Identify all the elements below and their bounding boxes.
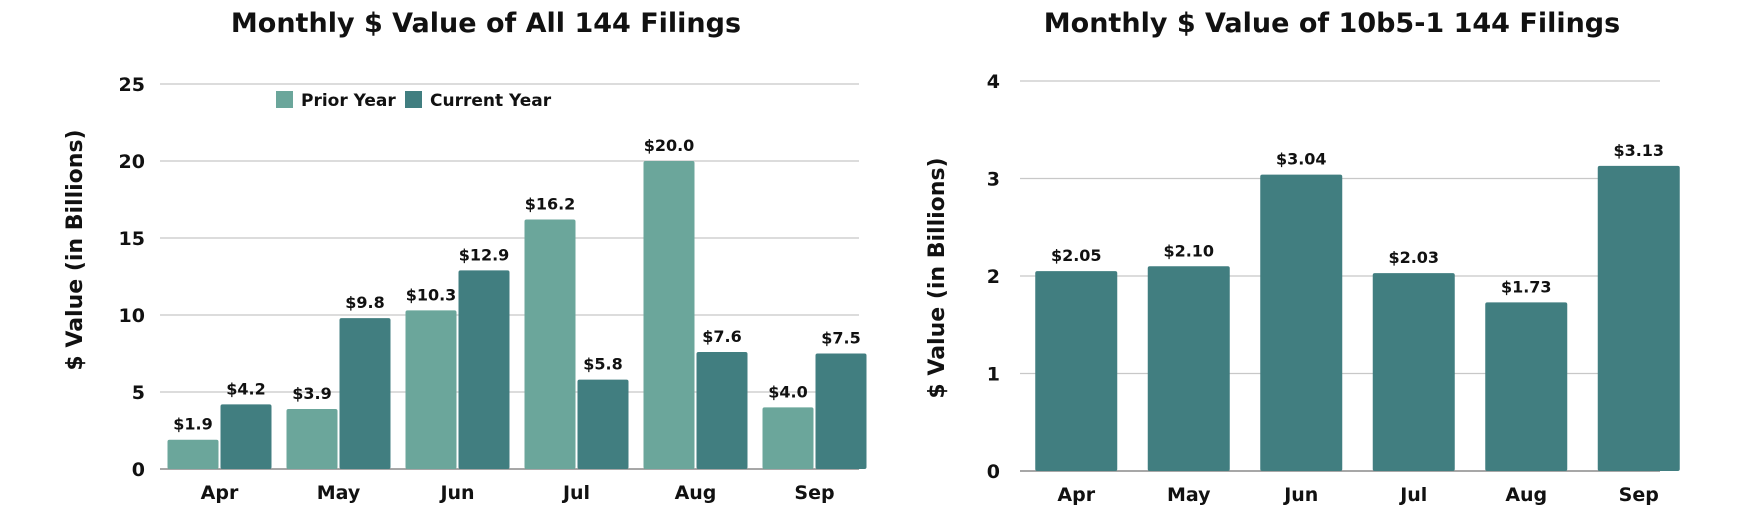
chart2-data-label: $3.13 bbox=[1613, 141, 1664, 160]
chart2-bar-apr bbox=[1035, 271, 1118, 471]
chart1-x-tick-label: May bbox=[317, 482, 361, 504]
chart1-y-ticks: 0 5 10 15 20 25 bbox=[119, 74, 145, 481]
chart1-data-labels: $1.9 $4.2 $3.9 $9.8 $10.3 $12.9 $16.2 $5.8 $20.0… bbox=[173, 136, 860, 434]
chart1-x-tick-label: Jun bbox=[438, 482, 474, 504]
chart2-y-tick-label: 0 bbox=[987, 461, 1000, 483]
legend-label-current-year: Current Year bbox=[430, 91, 552, 111]
chart2-y-axis-label: $ Value (in Billions) bbox=[925, 157, 950, 398]
chart1-data-label: $20.0 bbox=[644, 136, 695, 155]
chart1-data-label: $7.6 bbox=[702, 327, 741, 346]
chart1-y-tick-label: 10 bbox=[119, 305, 145, 327]
chart2-x-tick-label: Jun bbox=[1282, 484, 1318, 506]
chart1-bar-jul-s1 bbox=[577, 379, 629, 469]
chart1-y-tick-label: 20 bbox=[119, 151, 145, 173]
chart1-data-label: $1.9 bbox=[173, 415, 212, 434]
chart2-data-label: $2.10 bbox=[1163, 241, 1214, 260]
chart1-bar-may-s1 bbox=[339, 318, 391, 469]
chart1-bar-aug-s1 bbox=[696, 351, 748, 469]
chart1-legend: Prior Year Current Year bbox=[276, 91, 552, 111]
chart2-bar-aug bbox=[1485, 302, 1568, 471]
chart1-x-tick-label: Apr bbox=[201, 482, 239, 504]
chart1-bar-jun-s0 bbox=[405, 310, 457, 469]
chart2-data-labels: $2.05 $2.10 $3.04 $2.03 $1.73 $3.13 bbox=[1051, 141, 1664, 297]
chart2-x-tick-label: Jul bbox=[1398, 484, 1427, 506]
chart1-bar-apr-s0 bbox=[167, 439, 219, 469]
chart1-data-label: $9.8 bbox=[345, 293, 384, 312]
chart2-x-tick-label: Sep bbox=[1619, 484, 1659, 506]
chart2-data-label: $3.04 bbox=[1276, 150, 1327, 169]
chart1-data-label: $4.0 bbox=[768, 382, 807, 401]
chart2-x-tick-label: Apr bbox=[1057, 484, 1095, 506]
chart1-x-tick-label: Sep bbox=[794, 482, 834, 504]
chart2-bar-jun bbox=[1260, 174, 1343, 471]
chart2-data-label: $2.03 bbox=[1388, 248, 1439, 267]
chart1-bar-apr-s1 bbox=[220, 404, 272, 469]
chart1-x-tick-label: Aug bbox=[675, 482, 717, 504]
chart1-bar-sep-s1 bbox=[815, 353, 867, 469]
chart2-title: Monthly $ Value of 10b5-1 144 Filings bbox=[1044, 8, 1620, 39]
chart2-x-tick-label: Aug bbox=[1505, 484, 1547, 506]
chart1-bars bbox=[167, 161, 867, 469]
chart1-bar-may-s0 bbox=[286, 408, 338, 469]
chart2-y-ticks: 0 1 2 3 4 bbox=[987, 71, 1000, 483]
legend-swatch-current-year bbox=[405, 91, 422, 108]
chart-10b5-1-144-filings: Monthly $ Value of 10b5-1 144 Filings $ … bbox=[925, 8, 1680, 506]
chart1-data-label: $10.3 bbox=[406, 285, 457, 304]
chart1-x-tick-label: Jul bbox=[561, 482, 590, 504]
chart2-data-label: $2.05 bbox=[1051, 246, 1102, 265]
chart1-data-label: $4.2 bbox=[226, 379, 265, 398]
chart2-bar-jul bbox=[1372, 273, 1455, 471]
chart2-data-label: $1.73 bbox=[1501, 277, 1552, 296]
chart1-y-tick-label: 25 bbox=[119, 74, 145, 96]
chart1-data-label: $7.5 bbox=[821, 329, 860, 348]
chart1-bar-jul-s0 bbox=[524, 219, 576, 469]
chart1-y-axis-label: $ Value (in Billions) bbox=[63, 129, 88, 370]
chart1-title: Monthly $ Value of All 144 Filings bbox=[231, 8, 741, 39]
chart2-bar-sep bbox=[1597, 165, 1680, 471]
chart2-y-tick-label: 2 bbox=[987, 266, 1000, 288]
chart2-bar-may bbox=[1147, 266, 1230, 471]
legend-swatch-prior-year bbox=[276, 91, 293, 108]
chart2-y-tick-label: 4 bbox=[987, 71, 1000, 93]
chart2-bars bbox=[1035, 165, 1680, 471]
chart-all-144-filings: Monthly $ Value of All 144 Filings $ Val… bbox=[63, 8, 867, 504]
chart1-bar-sep-s0 bbox=[762, 407, 814, 469]
chart1-data-label: $12.9 bbox=[459, 245, 510, 264]
legend-label-prior-year: Prior Year bbox=[301, 91, 396, 111]
chart1-data-label: $5.8 bbox=[583, 355, 622, 374]
chart1-data-label: $16.2 bbox=[525, 195, 576, 214]
chart1-y-tick-label: 5 bbox=[132, 382, 145, 404]
chart2-x-tick-label: May bbox=[1167, 484, 1211, 506]
chart1-y-tick-label: 15 bbox=[119, 228, 145, 250]
chart2-y-tick-label: 1 bbox=[987, 364, 1000, 386]
chart2-x-ticks: Apr May Jun Jul Aug Sep bbox=[1057, 484, 1658, 506]
chart1-data-label: $3.9 bbox=[292, 384, 331, 403]
chart1-y-tick-label: 0 bbox=[132, 459, 145, 481]
chart1-bar-aug-s0 bbox=[643, 161, 695, 469]
chart1-x-ticks: Apr May Jun Jul Aug Sep bbox=[201, 482, 835, 504]
chart2-y-tick-label: 3 bbox=[987, 169, 1000, 191]
chart1-bar-jun-s1 bbox=[458, 270, 510, 469]
